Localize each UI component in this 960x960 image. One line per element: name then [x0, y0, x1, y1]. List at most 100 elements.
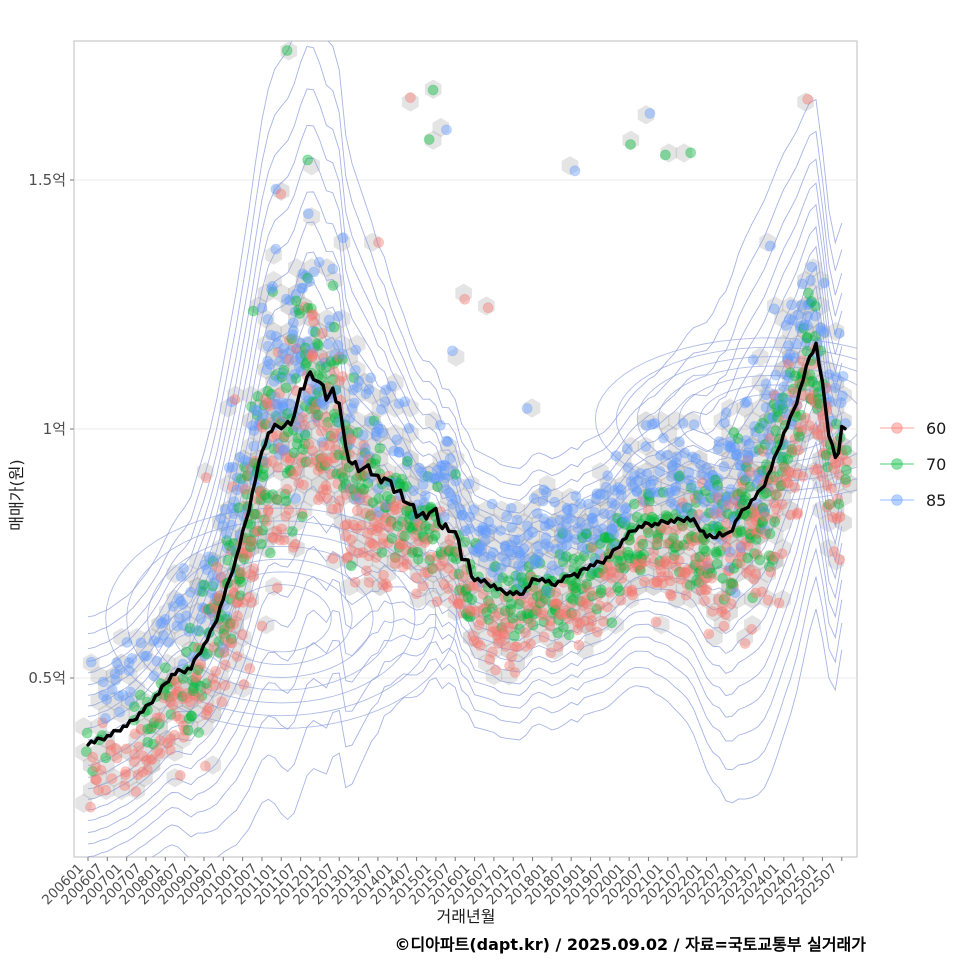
density-contour-loop [678, 375, 857, 464]
scatter-point [159, 613, 171, 625]
scatter-point [439, 472, 451, 484]
scatter-point [285, 373, 297, 385]
scatter-point [296, 457, 308, 469]
scatter-point [217, 643, 229, 654]
scatter-point [350, 473, 362, 485]
hexbin-cell [569, 525, 586, 546]
scatter-point [251, 525, 263, 537]
scatter-point [282, 426, 294, 438]
scatter-point [683, 466, 695, 478]
hexbin-cell [698, 589, 716, 609]
scatter-point [156, 617, 168, 628]
scatter-point [505, 502, 517, 514]
scatter-point [810, 300, 821, 312]
scatter-point [429, 473, 441, 485]
hexbin-cell [455, 513, 472, 533]
scatter-point [293, 477, 305, 489]
scatter-point [249, 508, 261, 520]
scatter-point [313, 256, 325, 268]
scatter-point [207, 556, 219, 567]
hexbin-cell [265, 347, 282, 367]
hexbin-cell [584, 500, 602, 520]
scatter-point [364, 536, 376, 548]
scatter-point [261, 457, 272, 469]
scatter-point [353, 494, 365, 506]
scatter-point [311, 410, 322, 422]
hexbin-cell [546, 589, 564, 609]
hexbin-cell [508, 627, 526, 648]
scatter-point [673, 555, 685, 567]
hexbin-cell [288, 360, 305, 380]
hexbin-cell [683, 564, 700, 584]
scatter-point [565, 512, 576, 524]
scatter-point [228, 587, 240, 599]
scatter-point [291, 343, 302, 354]
scatter-point [366, 538, 378, 549]
scatter-point [448, 569, 460, 580]
hexbin-cell [523, 576, 541, 597]
scatter-point [442, 583, 454, 595]
scatter-point [299, 427, 311, 439]
hexbin-cell [546, 513, 564, 533]
scatter-point [747, 354, 759, 366]
scatter-point [268, 398, 279, 410]
density-contour [87, 191, 843, 686]
scatter-point [332, 478, 343, 490]
density-contour [87, 523, 843, 845]
scatter-point [284, 455, 296, 466]
scatter-point [464, 523, 476, 535]
hexbin-cell [394, 436, 412, 456]
scatter-point [279, 444, 290, 455]
scatter-point [256, 302, 268, 314]
scatter-point [357, 471, 369, 482]
hexbin-cell [485, 589, 503, 609]
density-contour [87, 376, 843, 766]
scatter-point [262, 340, 274, 352]
density-contour [87, 502, 843, 833]
scatter-point [393, 446, 405, 458]
scatter-point [595, 587, 607, 599]
scatter-point [151, 655, 163, 667]
hexbin-cell [789, 309, 807, 329]
hexbin-cell [455, 564, 472, 584]
hexbin-cell [744, 411, 761, 431]
scatter-point [190, 672, 202, 684]
scatter-point [173, 593, 185, 605]
hexbin-cell [478, 296, 495, 316]
scatter-point [394, 478, 405, 490]
scatter-point [699, 595, 711, 607]
scatter-point [281, 353, 293, 365]
scatter-point [587, 512, 598, 524]
scatter-point [196, 690, 208, 702]
scatter-point [287, 317, 299, 329]
scatter-point [419, 470, 430, 481]
scatter-point [315, 425, 327, 437]
scatter-point [458, 586, 470, 597]
scatter-point [225, 593, 236, 605]
hexbin-cell [592, 538, 609, 558]
scatter-point [835, 397, 847, 409]
hexbin-cell [151, 742, 168, 762]
hexbin-cell [318, 436, 336, 456]
scatter-point [370, 453, 382, 465]
scatter-point [829, 382, 841, 394]
scatter-point [438, 469, 450, 481]
hexbin-cell [280, 372, 298, 393]
hexbin-cell [485, 640, 503, 660]
hexbin-cell [766, 296, 784, 316]
hexbin-cell [759, 513, 776, 533]
hexbin-cell [341, 398, 358, 418]
hexbin-cell [432, 117, 450, 138]
hexbin-cell [364, 436, 381, 456]
hexbin-cell [759, 232, 776, 252]
hexbin-cell [614, 500, 632, 520]
scatter-point [220, 613, 232, 625]
scatter-point [80, 746, 92, 758]
scatter-point [167, 699, 179, 711]
scatter-point [312, 409, 324, 421]
scatter-point [325, 355, 337, 367]
scatter-point [285, 465, 297, 477]
hexbin-cell [219, 602, 237, 622]
scatter-point [277, 397, 289, 409]
scatter-point [194, 680, 206, 692]
